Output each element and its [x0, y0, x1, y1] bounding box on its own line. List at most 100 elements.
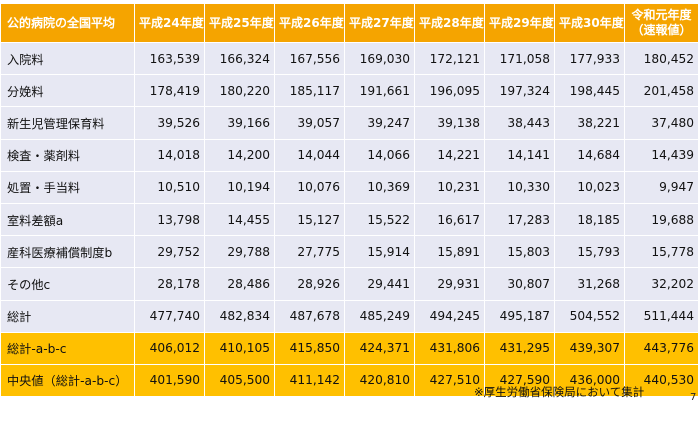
cell-value: 440,530	[624, 363, 699, 398]
cell-value: 482,834	[204, 299, 275, 333]
cell-value: 13,798	[134, 202, 205, 237]
cell-value: 29,931	[414, 267, 485, 301]
row-label: その他c	[0, 267, 135, 301]
cell-value: 495,187	[484, 299, 555, 333]
cell-value: 197,324	[484, 74, 555, 108]
cell-value: 196,095	[414, 74, 485, 108]
cell-value: 178,419	[134, 74, 205, 108]
header-row: 公的病院の全国平均 平成24年度 平成25年度 平成26年度 平成27年度 平成…	[0, 3, 699, 43]
cell-value: 405,500	[204, 363, 275, 398]
row-label: 入院料	[0, 41, 135, 76]
table-row: 新生児管理保育料 39,526 39,166 39,057 39,247 39,138 38…	[0, 106, 699, 140]
cell-value: 14,439	[624, 138, 699, 172]
header-h24: 平成24年度	[134, 3, 205, 43]
cell-value: 415,850	[274, 331, 345, 365]
source-footnote: ※厚生労働省保険局において集計	[474, 385, 645, 399]
header-r1-year: 令和元年度	[631, 8, 692, 22]
cell-value: 167,556	[274, 41, 345, 76]
cell-value: 185,117	[274, 74, 345, 108]
header-h29: 平成29年度	[484, 3, 555, 43]
header-h25: 平成25年度	[204, 3, 275, 43]
cell-value: 15,891	[414, 235, 485, 269]
cell-value: 28,926	[274, 267, 345, 301]
cell-value: 427,590	[484, 363, 555, 398]
cell-value: 14,221	[414, 138, 485, 172]
cell-value: 427,510	[414, 363, 485, 398]
cell-value: 439,307	[554, 331, 625, 365]
cell-value: 180,220	[204, 74, 275, 108]
header-r1-note: （速報値）	[631, 23, 692, 37]
cell-value: 494,245	[414, 299, 485, 333]
table-row: 総計-a-b-c 406,012 410,105 415,850 424,371 431,…	[0, 331, 699, 365]
row-label: 分娩料	[0, 74, 135, 108]
table-row: 産科医療補償制度b 29,752 29,788 27,775 15,914 15,891 1…	[0, 235, 699, 269]
row-label: 処置・手当料	[0, 170, 135, 204]
cell-value: 17,283	[484, 202, 555, 237]
cell-value: 198,445	[554, 74, 625, 108]
cell-value: 14,684	[554, 138, 625, 172]
row-label: 新生児管理保育料	[0, 106, 135, 140]
cell-value: 10,330	[484, 170, 555, 204]
cell-value: 477,740	[134, 299, 205, 333]
cell-value: 15,803	[484, 235, 555, 269]
cell-value: 504,552	[554, 299, 625, 333]
cell-value: 15,914	[344, 235, 415, 269]
childbirth-cost-table: 公的病院の全国平均 平成24年度 平成25年度 平成26年度 平成27年度 平成…	[0, 3, 699, 398]
header-r1: 令和元年度 （速報値）	[624, 3, 699, 43]
cell-value: 171,058	[484, 41, 555, 76]
cell-value: 485,249	[344, 299, 415, 333]
cell-value: 31,268	[554, 267, 625, 301]
cell-value: 19,688	[624, 202, 699, 237]
table-row: 中央値（総計-a-b-c） 401,590 405,500 411,142 420,81…	[0, 363, 699, 398]
cell-value: 28,178	[134, 267, 205, 301]
table-row: 室料差額a 13,798 14,455 15,127 15,522 16,617 17,28…	[0, 202, 699, 237]
table-row: 分娩料 178,419 180,220 185,117 191,661 196,095 19…	[0, 74, 699, 108]
cost-table-container: 公的病院の全国平均 平成24年度 平成25年度 平成26年度 平成27年度 平成…	[0, 3, 699, 398]
cell-value: 28,486	[204, 267, 275, 301]
header-category: 公的病院の全国平均	[0, 3, 135, 43]
cell-value: 38,443	[484, 106, 555, 140]
cell-value: 177,933	[554, 41, 625, 76]
header-h27: 平成27年度	[344, 3, 415, 43]
cell-value: 511,444	[624, 299, 699, 333]
cell-value: 401,590	[134, 363, 205, 398]
table-body: 入院料 163,539 166,324 167,556 169,030 172,121 17…	[0, 41, 699, 398]
cell-value: 37,480	[624, 106, 699, 140]
cell-value: 32,202	[624, 267, 699, 301]
cell-value: 410,105	[204, 331, 275, 365]
cell-value: 14,066	[344, 138, 415, 172]
cell-value: 201,458	[624, 74, 699, 108]
cell-value: 411,142	[274, 363, 345, 398]
cell-value: 15,793	[554, 235, 625, 269]
cell-value: 14,044	[274, 138, 345, 172]
cell-value: 10,231	[414, 170, 485, 204]
cell-value: 191,661	[344, 74, 415, 108]
cell-value: 14,141	[484, 138, 555, 172]
cell-value: 163,539	[134, 41, 205, 76]
header-h28: 平成28年度	[414, 3, 485, 43]
cell-value: 18,185	[554, 202, 625, 237]
cell-value: 420,810	[344, 363, 415, 398]
table-row: 処置・手当料 10,510 10,194 10,076 10,369 10,231 10,3…	[0, 170, 699, 204]
cell-value: 10,510	[134, 170, 205, 204]
row-label: 総計-a-b-c	[0, 331, 135, 365]
row-label: 産科医療補償制度b	[0, 235, 135, 269]
table-row: その他c 28,178 28,486 28,926 29,441 29,931 30,807…	[0, 267, 699, 301]
cell-value: 487,678	[274, 299, 345, 333]
cell-value: 15,778	[624, 235, 699, 269]
table-row: 総計 477,740 482,834 487,678 485,249 494,245 495…	[0, 299, 699, 333]
cell-value: 38,221	[554, 106, 625, 140]
cell-value: 431,295	[484, 331, 555, 365]
cell-value: 406,012	[134, 331, 205, 365]
cell-value: 39,526	[134, 106, 205, 140]
cell-value: 39,166	[204, 106, 275, 140]
cell-value: 443,776	[624, 331, 699, 365]
cell-value: 10,076	[274, 170, 345, 204]
table-row: 入院料 163,539 166,324 167,556 169,030 172,121 17…	[0, 41, 699, 76]
row-label: 室料差額a	[0, 202, 135, 237]
cell-value: 166,324	[204, 41, 275, 76]
cell-value: 436,000	[554, 363, 625, 398]
cell-value: 30,807	[484, 267, 555, 301]
row-label: 中央値（総計-a-b-c）	[0, 363, 135, 398]
cell-value: 172,121	[414, 41, 485, 76]
